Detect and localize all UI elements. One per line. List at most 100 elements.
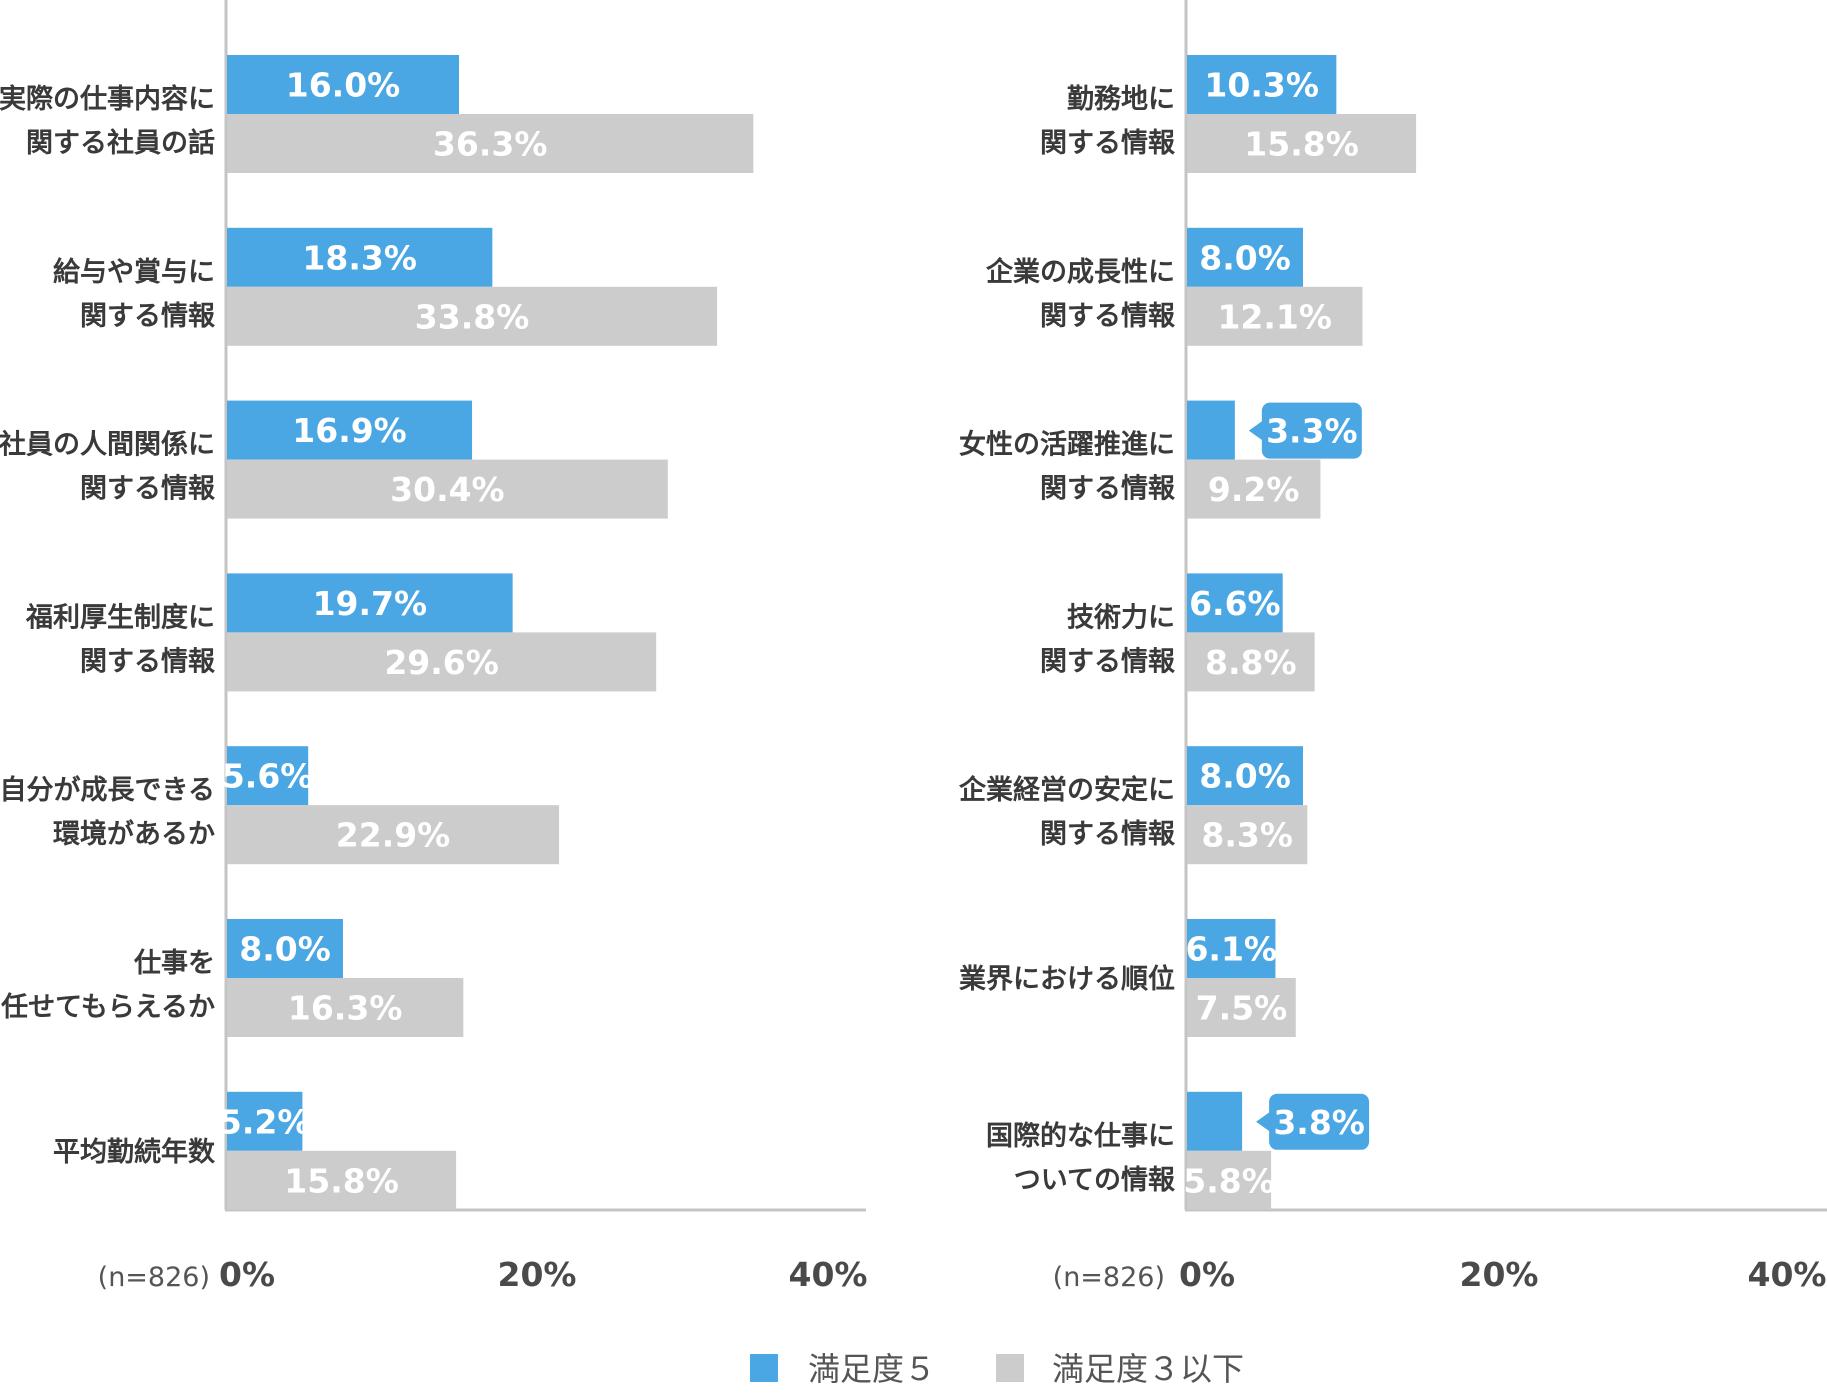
bar-label-satisfied: 5.2% xyxy=(219,1102,311,1141)
bar-label-satisfied: 6.6% xyxy=(1189,584,1281,623)
category-label-line: 給与や賞与に xyxy=(53,256,215,288)
bar-unsatisfied xyxy=(1187,1150,1272,1210)
bar-label-satisfied: 6.1% xyxy=(1185,930,1277,969)
bar-label-unsatisfied: 9.2% xyxy=(1208,470,1300,509)
category-label-line: 自分が成長できる xyxy=(0,774,215,806)
category-label: 給与や賞与に関する情報 xyxy=(53,256,216,332)
bar-label-unsatisfied: 22.9% xyxy=(336,816,451,855)
category-label-line: 関する情報 xyxy=(1040,646,1176,677)
bar-label-satisfied: 8.0% xyxy=(1199,238,1291,277)
category-label: 企業経営の安定に関する情報 xyxy=(959,774,1176,850)
sample-size-label: (n=826) xyxy=(1053,1262,1165,1293)
category-label: 業界における順位 xyxy=(959,963,1175,995)
category-label-line: 技術力に xyxy=(1067,602,1175,633)
category-label: 平均勤続年数 xyxy=(53,1136,216,1168)
category-label-line: 社員の人間関係に xyxy=(0,429,215,461)
legend: 満足度５ 満足度３以下 xyxy=(750,1350,1244,1388)
category-label-line: 企業の成長性に xyxy=(986,256,1175,288)
bar-label-satisfied: 3.8% xyxy=(1273,1103,1365,1142)
bar-satisfied xyxy=(1187,573,1283,633)
category-label-line: 関する情報 xyxy=(1040,474,1176,505)
bar-satisfied xyxy=(227,573,513,633)
category-label: 国際的な仕事についての情報 xyxy=(986,1120,1176,1196)
bar-unsatisfied xyxy=(1187,805,1308,865)
bar-label-unsatisfied: 7.5% xyxy=(1196,989,1288,1028)
x-tick-label: 20% xyxy=(1460,1255,1539,1294)
category-label: 福利厚生制度に関する情報 xyxy=(25,601,216,677)
category-label-line: 関する情報 xyxy=(80,301,216,332)
callout-bubble xyxy=(1269,1093,1370,1150)
category-label-line: 関する社員の話 xyxy=(26,127,215,159)
bar-unsatisfied xyxy=(1187,286,1363,346)
category-label-line: 関する情報 xyxy=(80,474,216,505)
bar-label-unsatisfied: 5.8% xyxy=(1183,1161,1275,1200)
x-tick-label: 40% xyxy=(789,1255,868,1294)
category-label: 企業の成長性に関する情報 xyxy=(986,256,1176,332)
category-label-line: 国際的な仕事に xyxy=(986,1120,1175,1152)
category-label-line: 仕事を xyxy=(133,948,215,979)
category-label-line: ついての情報 xyxy=(1014,1165,1176,1196)
bar-satisfied xyxy=(1187,746,1303,806)
bar-satisfied xyxy=(1187,55,1337,114)
category-label-line: 勤務地に xyxy=(1067,84,1175,115)
bar-unsatisfied xyxy=(227,114,754,173)
bar-label-satisfied: 5.6% xyxy=(222,757,314,796)
bar-label-unsatisfied: 16.3% xyxy=(288,989,403,1028)
bar-label-satisfied: 3.3% xyxy=(1266,412,1358,451)
bar-satisfied xyxy=(227,919,343,978)
bar-satisfied xyxy=(1187,919,1276,978)
category-label: 勤務地に関する情報 xyxy=(1040,84,1176,159)
category-label-line: 任せてもらえるか xyxy=(0,992,215,1023)
bar-satisfied xyxy=(227,55,459,114)
bar-label-unsatisfied: 12.1% xyxy=(1217,297,1332,336)
callout-bubble xyxy=(1261,402,1362,459)
category-label-line: 関する情報 xyxy=(1040,819,1176,850)
bar-label-satisfied: 19.7% xyxy=(313,584,428,623)
bar-unsatisfied xyxy=(227,805,560,865)
category-label-line: 業界における順位 xyxy=(959,963,1175,995)
category-label-line: 企業経営の安定に xyxy=(959,774,1175,806)
category-label: 自分が成長できる環境があるか xyxy=(0,774,215,850)
bar-label-unsatisfied: 8.3% xyxy=(1201,816,1293,855)
category-label-line: 環境があるか xyxy=(53,818,215,850)
bar-satisfied xyxy=(1187,1091,1243,1151)
bar-satisfied xyxy=(227,1091,303,1151)
x-tick-label: 0% xyxy=(1179,1255,1235,1294)
legend-label: 満足度５ xyxy=(808,1350,936,1388)
bar-unsatisfied xyxy=(1187,978,1296,1037)
bar-satisfied xyxy=(227,227,493,287)
bar-label-unsatisfied: 8.8% xyxy=(1205,643,1297,682)
category-label-line: 関する情報 xyxy=(1040,128,1176,159)
bar-unsatisfied xyxy=(1187,459,1321,519)
category-label-line: 福利厚生制度に xyxy=(25,601,215,633)
bar-label-unsatisfied: 36.3% xyxy=(433,125,548,164)
category-label-line: 関する情報 xyxy=(1040,301,1176,332)
bar-label-unsatisfied: 15.8% xyxy=(284,1161,399,1200)
bar-unsatisfied xyxy=(227,1150,457,1210)
bar-label-unsatisfied: 30.4% xyxy=(390,470,505,509)
category-label-line: 平均勤続年数 xyxy=(53,1136,216,1168)
bar-label-satisfied: 16.9% xyxy=(292,411,407,450)
category-label-line: 女性の活躍推進に xyxy=(959,429,1175,461)
legend-label: 満足度３以下 xyxy=(1052,1350,1244,1388)
bar-satisfied xyxy=(227,746,309,806)
bar-unsatisfied xyxy=(227,286,718,346)
bar-unsatisfied xyxy=(227,632,657,692)
callout-pointer xyxy=(1248,420,1263,441)
category-label: 仕事を任せてもらえるか xyxy=(0,948,215,1023)
category-label: 技術力に関する情報 xyxy=(1040,602,1176,677)
legend-swatch xyxy=(750,1354,778,1382)
bar-label-satisfied: 18.3% xyxy=(302,238,417,277)
bar-label-unsatisfied: 33.8% xyxy=(415,297,530,336)
bar-label-unsatisfied: 15.8% xyxy=(1244,125,1359,164)
bar-unsatisfied xyxy=(227,459,668,519)
bar-label-satisfied: 8.0% xyxy=(1199,757,1291,796)
sample-size-label: (n=826) xyxy=(98,1262,210,1293)
bar-satisfied xyxy=(1187,227,1303,287)
bar-unsatisfied xyxy=(227,978,464,1037)
bar-label-satisfied: 10.3% xyxy=(1204,66,1319,105)
category-label: 実際の仕事内容に関する社員の話 xyxy=(0,83,215,159)
category-label: 社員の人間関係に関する情報 xyxy=(0,429,216,505)
bar-label-satisfied: 8.0% xyxy=(239,930,331,969)
